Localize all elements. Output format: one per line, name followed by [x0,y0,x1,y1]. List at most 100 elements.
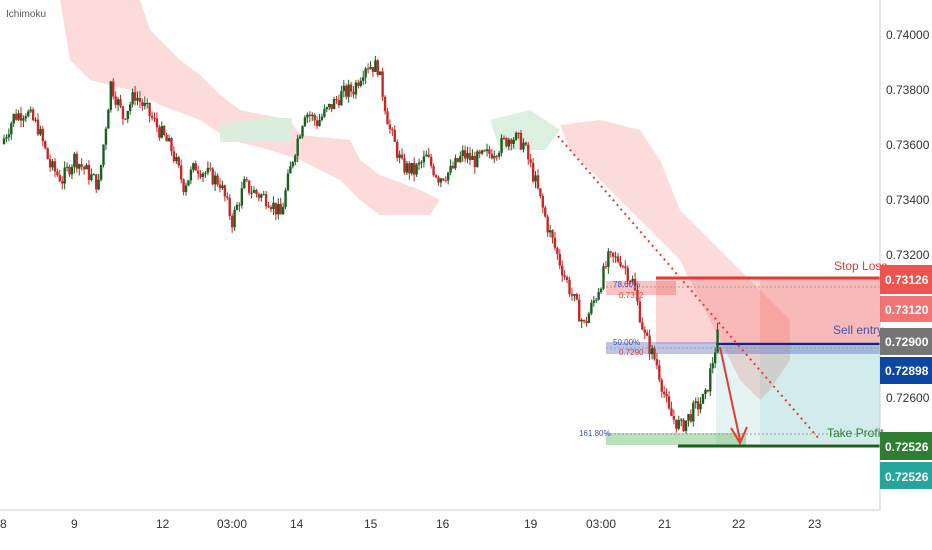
candle-body [306,114,309,118]
candle-body [561,265,564,276]
candle-body [75,153,79,169]
candle-body [517,132,520,134]
take-profit-label: Take Profit [827,426,884,440]
candle-body [196,170,200,174]
candle-body [286,173,290,191]
candle-body [495,156,498,158]
candle-body [616,256,620,262]
candle-body [5,137,8,139]
candle-body [250,192,253,194]
candle-body [607,251,610,268]
candle-body [638,301,642,323]
y-tick-label: 0.73400 [886,193,930,207]
candle-body [362,77,365,81]
candle-body [184,185,188,193]
candle-body [713,352,717,364]
candle-body [483,150,486,152]
cloud-red-area [560,120,790,400]
candle-body [626,268,629,281]
fib-value-78: 0.7312 [619,291,644,300]
candle-body [238,204,241,206]
candle-body [488,149,491,154]
candle-body [97,179,100,190]
candle-body [90,174,93,180]
candle-body [573,294,576,296]
candle-body [371,67,375,72]
candle-body [476,151,479,168]
candle-body [393,129,396,142]
candle-body [459,156,462,162]
sell-entry-price-tag-2[interactable]: 0.72898 [880,357,932,384]
candle-body [199,173,202,178]
candle-body [221,185,224,189]
candle-body [468,153,472,161]
take-profit-price: 0.72526 [885,440,929,454]
cloud-green-area [220,118,292,142]
candle-body [587,313,591,323]
candle-body [619,261,622,267]
take-profit-price-tag[interactable]: 0.72526 [880,432,932,460]
candle-body [19,113,23,121]
candle-body [272,202,275,210]
candle-body [563,275,566,278]
candle-body [102,144,105,165]
x-tick-label: 15 [364,517,378,531]
x-tick-label: 22 [732,517,746,531]
candle-body [471,156,474,161]
candle-body [233,209,236,228]
stop-loss-price: 0.73126 [885,273,929,287]
candle-body [400,154,404,159]
candle-body [386,111,389,125]
candle-body [269,207,273,210]
candle-body [461,150,464,157]
candle-body [65,166,69,168]
candle-body [502,137,506,139]
candle-body [279,204,282,215]
candle-body [624,266,627,269]
candle-body [36,119,40,135]
stop-loss-price-tag-2[interactable]: 0.73120 [880,296,932,322]
x-tick-label: 19 [524,517,538,531]
candle-body [599,288,603,293]
candle-body [641,322,644,330]
stop-loss-label: Stop Loss [834,259,887,273]
candle-body [277,204,280,215]
take-profit-price-tag-2[interactable]: 0.72526 [880,462,932,489]
take-profit-band [606,433,746,445]
candle-body [104,128,108,145]
candle-body [284,190,287,208]
candle-body [653,347,656,360]
trade-zones [606,276,880,448]
candle-body [628,280,632,282]
candle-body [519,132,523,150]
candle-body [456,158,460,162]
candle-body [179,165,183,180]
stop-loss-price-tag[interactable]: 0.73126 [880,265,932,294]
candle-body [551,230,554,238]
candle-body [85,164,88,170]
price-axis[interactable]: 0.74000 0.73800 0.73600 0.73400 0.73200 … [886,28,930,405]
reward-zone [716,344,880,444]
candle-body [131,92,134,105]
candle-body [46,148,49,160]
candle-body [514,132,518,140]
sell-entry-price-tag[interactable]: 0.72900 [880,328,932,355]
candle-body [704,389,707,394]
time-axis[interactable]: 8 9 12 03:00 14 15 16 19 03:00 21 22 23 [0,517,822,531]
candle-body [357,82,360,86]
candle-body [206,167,210,173]
candle-body [536,175,540,189]
reward-zone-projection [760,344,880,444]
candle-body [466,153,469,159]
candle-body [116,99,120,105]
candle-body [245,179,248,181]
candle-body [578,299,581,322]
candle-body [70,166,74,175]
annotation-layer [557,135,880,446]
candle-body [255,189,258,195]
candle-body [320,116,324,120]
candle-body [303,117,307,127]
candle-body [281,207,285,215]
descending-trendline [557,135,821,441]
